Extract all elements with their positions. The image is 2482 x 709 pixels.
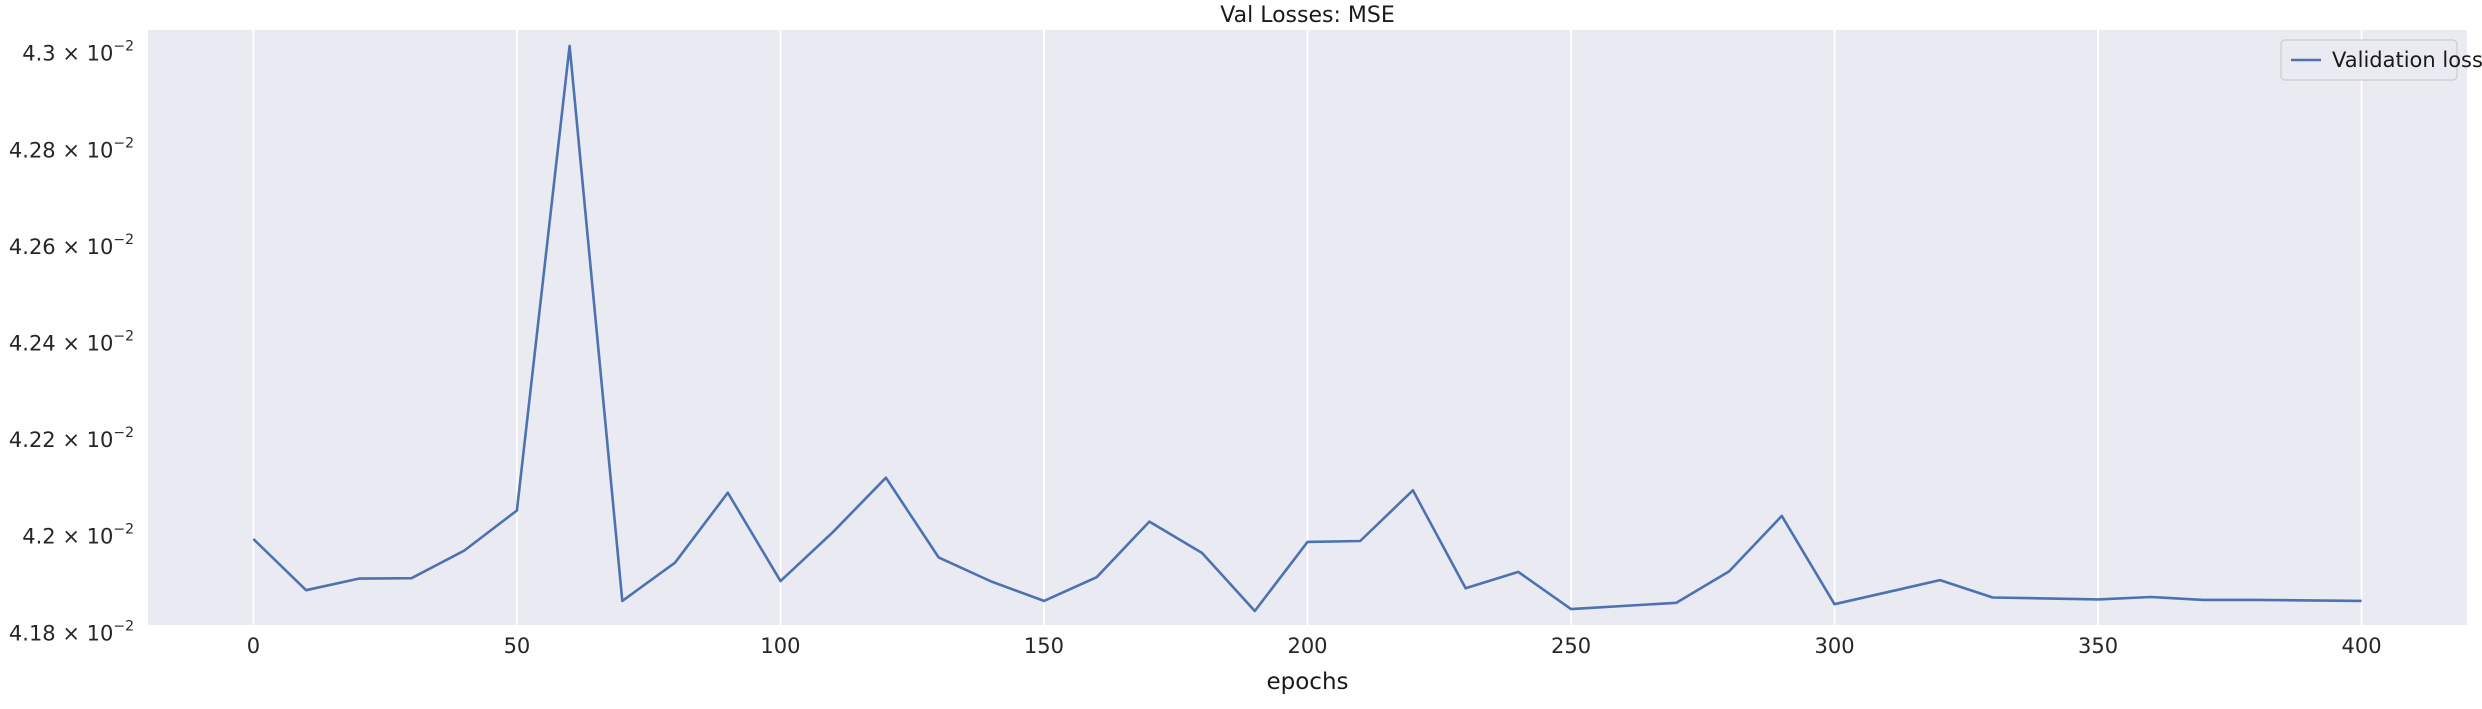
y-tick-base: 10	[87, 42, 114, 66]
x-tick-label: 50	[504, 634, 531, 658]
y-tick-label: 4.26 × 10−2	[9, 232, 134, 259]
y-tick-label: 4.18 × 10−2	[9, 618, 134, 645]
y-tick-label: 4.3 × 10−2	[22, 39, 134, 66]
y-axis-ticks: 4.18 × 10−24.2 × 10−24.22 × 10−24.24 × 1…	[9, 39, 134, 646]
y-tick-times: ×	[56, 138, 87, 162]
x-tick-label: 0	[247, 634, 260, 658]
y-tick-times: ×	[56, 428, 87, 452]
x-axis-ticks: 0 50 100 150 200 250 300 350 400	[247, 634, 2382, 658]
x-tick-label: 200	[1287, 634, 1327, 658]
grid-lines	[252, 30, 2363, 625]
y-tick-exponent: −2	[113, 425, 134, 441]
x-tick-label: 250	[1551, 634, 1591, 658]
y-tick-times: ×	[56, 42, 87, 66]
y-tick-mantissa: 4.26	[9, 235, 56, 259]
x-axis-label: epochs	[1266, 669, 1348, 695]
legend-box	[2280, 39, 2458, 81]
y-tick-base: 10	[87, 428, 114, 452]
validation-loss-line	[252, 44, 2362, 613]
x-tick-label: 150	[1024, 634, 1064, 658]
y-tick-base: 10	[87, 525, 114, 549]
chart-title: Val Losses: MSE	[1220, 3, 1394, 28]
legend-label: Validation loss	[2332, 48, 2482, 72]
y-tick-times: ×	[56, 525, 87, 549]
x-tick-label: 350	[2078, 634, 2118, 658]
y-tick-exponent: −2	[113, 329, 134, 345]
y-tick-mantissa: 4.22	[9, 428, 56, 452]
y-tick-mantissa: 4.28	[9, 138, 56, 162]
y-tick-base: 10	[87, 621, 114, 645]
y-tick-label: 4.24 × 10−2	[9, 329, 134, 356]
y-tick-base: 10	[87, 138, 114, 162]
y-tick-mantissa: 4.2	[22, 525, 55, 549]
legend: Validation loss	[2280, 39, 2482, 81]
y-tick-label: 4.22 × 10−2	[9, 425, 134, 452]
y-tick-times: ×	[56, 235, 87, 259]
y-tick-times: ×	[56, 621, 87, 645]
y-tick-base: 10	[87, 332, 114, 356]
y-tick-label: 4.28 × 10−2	[9, 135, 134, 162]
x-tick-label: 400	[2342, 634, 2382, 658]
y-tick-exponent: −2	[113, 39, 134, 55]
y-tick-exponent: −2	[113, 232, 134, 248]
y-tick-mantissa: 4.24	[9, 332, 56, 356]
x-tick-label: 300	[1814, 634, 1854, 658]
y-tick-mantissa: 4.3	[22, 42, 55, 66]
y-tick-base: 10	[87, 235, 114, 259]
y-tick-times: ×	[56, 332, 87, 356]
y-tick-exponent: −2	[113, 135, 134, 151]
x-tick-label: 100	[760, 634, 800, 658]
y-tick-label: 4.2 × 10−2	[22, 522, 134, 549]
series-layer	[252, 44, 2362, 613]
y-tick-exponent: −2	[113, 522, 134, 538]
y-tick-mantissa: 4.18	[9, 621, 56, 645]
y-tick-exponent: −2	[113, 618, 134, 634]
